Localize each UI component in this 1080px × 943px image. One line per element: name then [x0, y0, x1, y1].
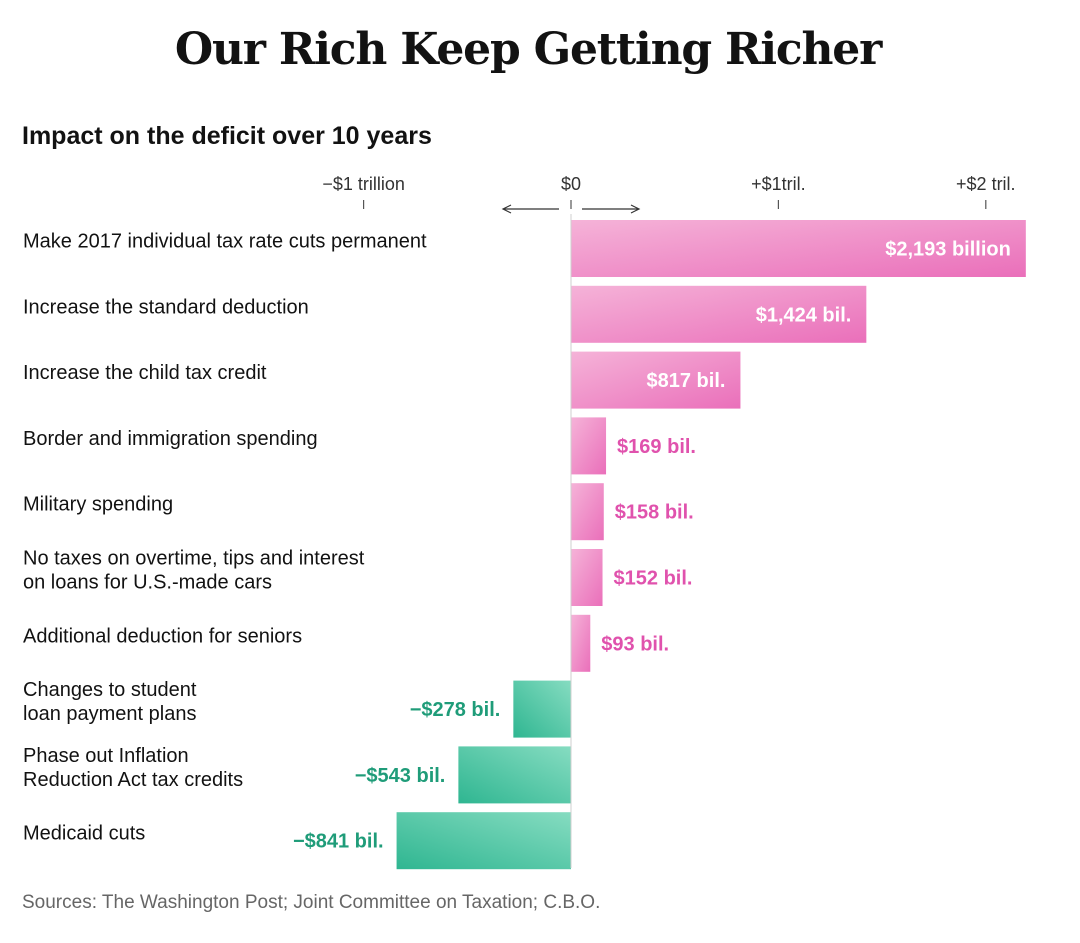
negative-bar	[396, 812, 571, 870]
bar-row: Border and immigration spending $169 bil.	[23, 417, 696, 475]
positive-bar	[571, 614, 591, 672]
value-label: $152 bil.	[614, 568, 693, 590]
x-axis: −$1 trillion $0 +$1tril. +$2 tril.	[322, 174, 1016, 209]
bars: Make 2017 individual tax rate cuts perma…	[23, 214, 1026, 870]
category-label: on loans for U.S.-made cars	[23, 572, 272, 594]
bar-row: Make 2017 individual tax rate cuts perma…	[23, 220, 1026, 277]
category-label: Increase the standard deduction	[23, 296, 309, 318]
bar-row: Military spending $158 bil.	[23, 483, 694, 541]
value-label: $2,193 billion	[885, 239, 1011, 261]
chart-subtitle: Impact on the deficit over 10 years	[22, 122, 432, 150]
value-label: −$278 bil.	[410, 699, 501, 721]
category-label: Increase the child tax credit	[23, 362, 267, 384]
category-label: No taxes on overtime, tips and interest	[23, 548, 365, 570]
positive-bar	[571, 417, 607, 475]
value-label: $1,424 bil.	[756, 304, 852, 326]
value-label: $169 bil.	[617, 436, 696, 458]
x-tick-label: −$1 trillion	[322, 174, 405, 194]
category-label: Medicaid cuts	[23, 823, 145, 845]
bar-row: No taxes on overtime, tips and interesto…	[23, 548, 693, 606]
bar-row: Increase the standard deduction $1,424 bi…	[23, 285, 867, 343]
value-label: $93 bil.	[601, 633, 669, 655]
source-note: Sources: The Washington Post; Joint Comm…	[22, 892, 601, 913]
value-label: $158 bil.	[615, 502, 694, 524]
x-tick-label: $0	[561, 174, 581, 194]
category-label: Phase out Inflation	[23, 745, 189, 767]
bar-row: Additional deduction for seniors $93 bil.	[23, 614, 669, 672]
value-label: $817 bil.	[647, 370, 726, 392]
value-label: −$543 bil.	[355, 765, 446, 787]
chart-title: Our Rich Keep Getting Richer	[174, 24, 882, 75]
category-label: Make 2017 individual tax rate cuts perma…	[23, 231, 427, 253]
bar-row: Medicaid cuts −$841 bil.	[23, 812, 571, 870]
category-label: Reduction Act tax credits	[23, 769, 243, 791]
category-label: Border and immigration spending	[23, 428, 318, 450]
negative-bar	[458, 746, 571, 804]
direction-arrows	[501, 204, 641, 214]
x-tick-label: +$1tril.	[751, 174, 806, 194]
negative-bar	[513, 680, 571, 738]
category-label: Changes to student	[23, 679, 197, 701]
category-label: Additional deduction for seniors	[23, 625, 302, 647]
right-arrow-head-icon	[630, 204, 641, 214]
value-label: −$841 bil.	[293, 831, 384, 853]
left-arrow-head-icon	[501, 204, 512, 214]
bar-row: Increase the child tax credit $817 bil.	[23, 351, 741, 409]
positive-bar	[571, 549, 603, 606]
category-label: loan payment plans	[23, 703, 196, 725]
positive-bar	[571, 483, 604, 541]
positive-bar	[571, 351, 741, 409]
x-tick-label: +$2 tril.	[956, 174, 1016, 194]
positive-bar	[571, 285, 867, 343]
category-label: Military spending	[23, 494, 173, 516]
positive-bar	[571, 220, 1026, 277]
